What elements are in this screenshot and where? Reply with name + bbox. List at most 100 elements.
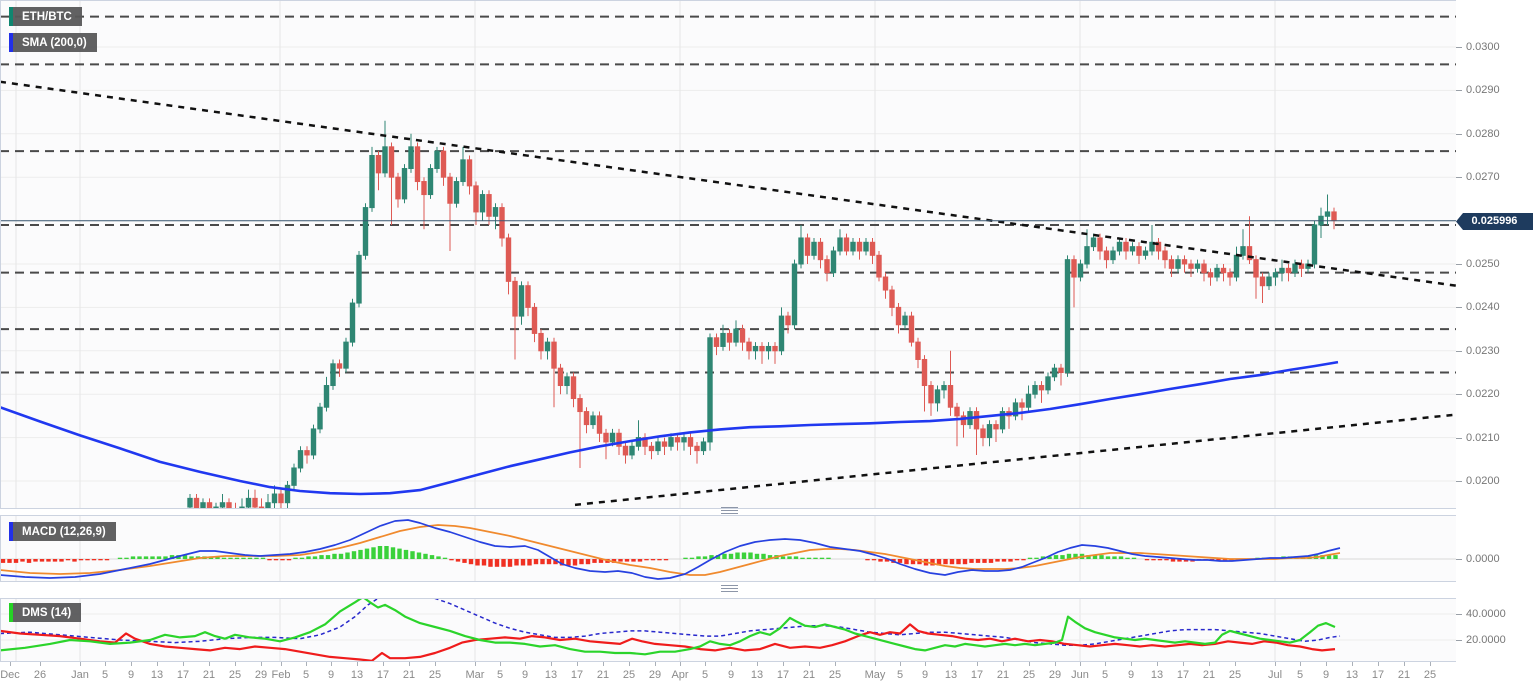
axis-tick — [475, 662, 476, 666]
macd-chart-canvas[interactable] — [0, 515, 1457, 582]
time-axis-label: 5 — [496, 669, 504, 681]
dms-color-stripe — [9, 603, 13, 622]
axis-tick — [551, 662, 552, 666]
axis-tick — [105, 662, 106, 666]
time-axis-label: 13 — [750, 669, 764, 681]
axis-tick — [1003, 662, 1004, 666]
axis-tick — [1131, 662, 1132, 666]
axis-tick — [1055, 662, 1056, 666]
macd-color-stripe — [9, 522, 13, 541]
time-axis-label: 5 — [1296, 669, 1304, 681]
axis-tick — [680, 662, 681, 666]
time-axis-label: 13 — [544, 669, 558, 681]
time-axis-label: 21 — [802, 669, 816, 681]
time-axis-label: 21 — [996, 669, 1010, 681]
axis-tick — [157, 662, 158, 666]
axis-tick — [1300, 662, 1301, 666]
axis-tick — [525, 662, 526, 666]
dms-panel[interactable] — [0, 598, 1457, 662]
axis-tick — [951, 662, 952, 666]
time-axis-label: Jul — [1267, 669, 1283, 681]
time-axis-label: 25 — [1022, 669, 1036, 681]
axis-tick — [1157, 662, 1158, 666]
axis-tick — [1456, 394, 1462, 395]
axis-tick — [261, 662, 262, 666]
dms-axis-label: 20.0000 — [1466, 634, 1506, 646]
time-axis-label: 9 — [727, 669, 735, 681]
axis-tick — [1456, 640, 1462, 641]
time-axis-label: 5 — [302, 669, 310, 681]
axis-tick — [925, 662, 926, 666]
axis-tick — [835, 662, 836, 666]
sma-legend-badge[interactable]: SMA (200,0) — [9, 33, 97, 52]
axis-tick — [383, 662, 384, 666]
symbol-label: ETH/BTC — [22, 10, 72, 23]
time-axis-label: 17 — [1371, 669, 1385, 681]
time-axis-label: Mar — [465, 669, 485, 681]
axis-tick — [1275, 662, 1276, 666]
time-axis-label: 5 — [701, 669, 709, 681]
macd-legend-badge[interactable]: MACD (12,26,9) — [9, 522, 116, 541]
macd-axis-label: 0.0000 — [1466, 553, 1500, 565]
price-axis-label: 0.0280 — [1466, 128, 1500, 140]
price-axis-label: 0.0290 — [1466, 84, 1500, 96]
axis-tick — [875, 662, 876, 666]
time-axis-label: 25 — [622, 669, 636, 681]
macd-panel[interactable] — [0, 515, 1457, 582]
time-axis-label: 29 — [1048, 669, 1062, 681]
time-axis-label: 26 — [33, 669, 47, 681]
time-axis-label: Dec — [0, 669, 20, 681]
axis-tick — [1235, 662, 1236, 666]
dms-legend-badge[interactable]: DMS (14) — [9, 603, 82, 622]
time-axis-label: 9 — [921, 669, 929, 681]
time-axis-label: 13 — [150, 669, 164, 681]
time-axis-label: 5 — [896, 669, 904, 681]
axis-tick — [577, 662, 578, 666]
price-axis-label: 0.0230 — [1466, 345, 1500, 357]
time-axis-label: Apr — [671, 669, 689, 681]
panel-resize-handle-icon[interactable] — [721, 507, 738, 515]
axis-tick — [1326, 662, 1327, 666]
axis-tick — [80, 662, 81, 666]
time-axis-label: 17 — [376, 669, 390, 681]
dms-axis-label: 40.0000 — [1466, 608, 1506, 620]
price-axis-label: 0.0220 — [1466, 388, 1500, 400]
last-price-badge: 0.025996 — [1456, 213, 1533, 230]
time-axis-label: 29 — [254, 669, 268, 681]
axis-tick — [603, 662, 604, 666]
axis-tick — [1456, 438, 1462, 439]
axis-tick — [357, 662, 358, 666]
axis-tick — [1456, 47, 1462, 48]
axis-tick — [731, 662, 732, 666]
axis-tick — [1183, 662, 1184, 666]
time-axis-label: 25 — [228, 669, 242, 681]
symbol-legend-badge[interactable]: ETH/BTC — [9, 7, 82, 26]
time-axis-label: 21 — [1397, 669, 1411, 681]
time-axis-label: 5 — [101, 669, 109, 681]
price-chart-canvas[interactable] — [0, 0, 1457, 509]
axis-tick — [1080, 662, 1081, 666]
axis-tick — [1378, 662, 1379, 666]
axis-tick — [281, 662, 282, 666]
price-axis[interactable]: 0.025996 0.0300 0.0290 0.0280 0.0270 0.0250 0… — [1456, 0, 1534, 689]
time-axis-label: Jan — [71, 669, 89, 681]
axis-tick — [783, 662, 784, 666]
time-axis-label: 5 — [1101, 669, 1109, 681]
time-axis-label: 21 — [596, 669, 610, 681]
axis-tick — [209, 662, 210, 666]
price-panel[interactable] — [0, 0, 1457, 509]
dms-chart-canvas[interactable] — [0, 598, 1457, 662]
time-axis[interactable]: Dec 26 Jan 5 9 13 17 21 25 29 Feb 5 9 13 17 21 25 Mar 5 9 13… — [0, 662, 1457, 689]
macd-label: MACD (12,26,9) — [22, 525, 106, 538]
time-axis-label: 9 — [327, 669, 335, 681]
axis-tick — [10, 662, 11, 666]
time-axis-label: 13 — [944, 669, 958, 681]
panel-resize-handle-icon[interactable] — [721, 585, 738, 593]
axis-tick — [1456, 351, 1462, 352]
price-axis-label: 0.0300 — [1466, 41, 1500, 53]
axis-tick — [1456, 90, 1462, 91]
axis-tick — [1456, 307, 1462, 308]
time-axis-label: 25 — [428, 669, 442, 681]
axis-tick — [1456, 264, 1462, 265]
